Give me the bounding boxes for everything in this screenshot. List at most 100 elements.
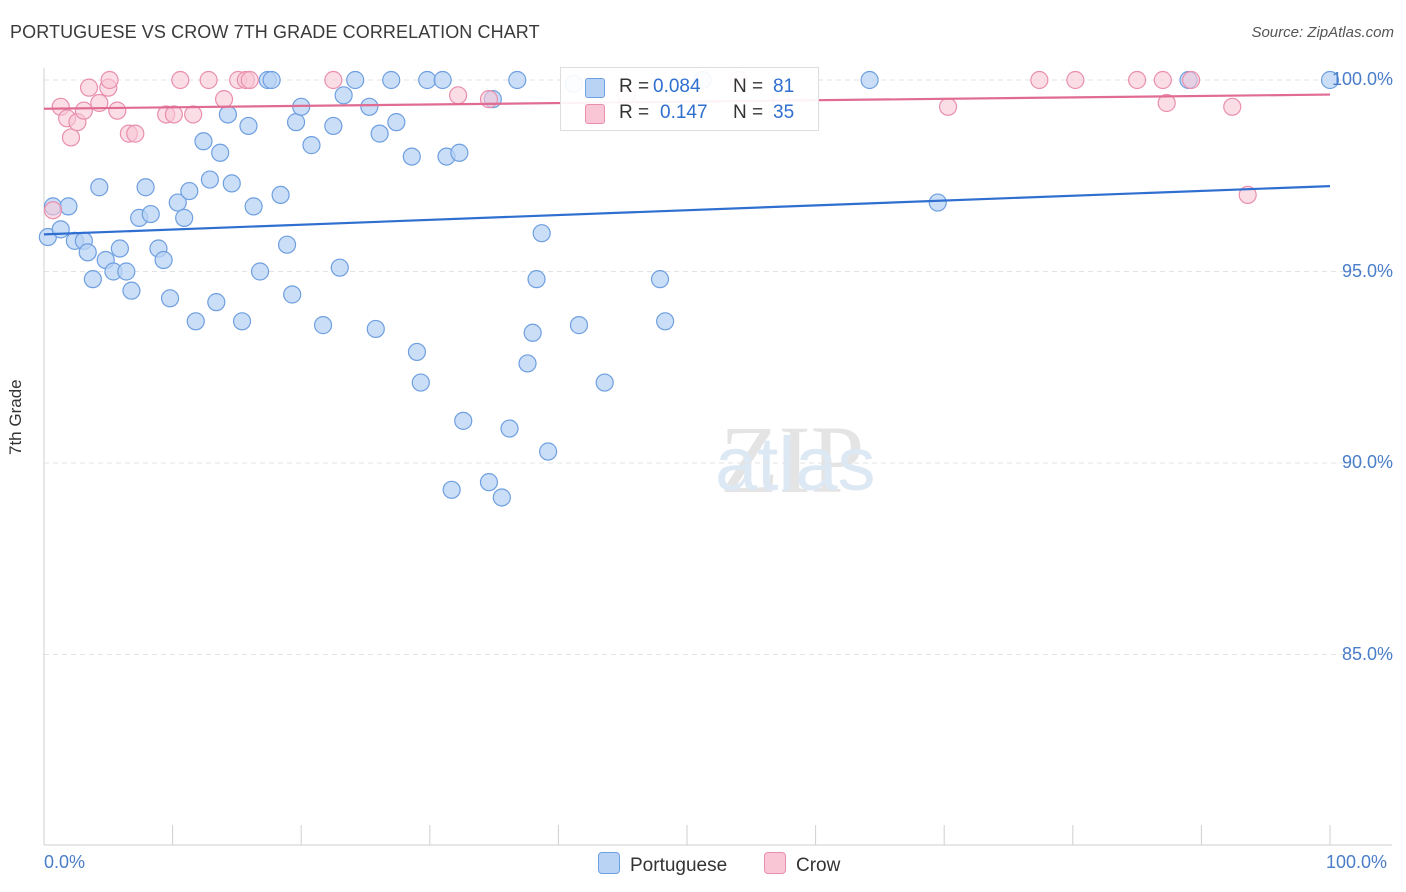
portuguese-point <box>454 411 473 430</box>
portuguese-point <box>450 143 469 162</box>
crow-point <box>1182 70 1201 90</box>
crow-point <box>1127 70 1147 90</box>
crow-point <box>74 101 93 120</box>
portuguese-point <box>286 113 306 132</box>
r-value: 0.147 <box>660 102 708 123</box>
portuguese-point <box>122 281 141 300</box>
portuguese-point <box>175 208 194 227</box>
portuguese-point <box>523 323 542 342</box>
portuguese-point <box>387 113 406 132</box>
portuguese-point <box>277 235 297 254</box>
watermark-atlas: atlas <box>715 422 876 507</box>
x-tick-label-min: 0.0% <box>44 852 86 872</box>
n-label: N = <box>733 102 764 123</box>
portuguese-point <box>283 285 302 304</box>
portuguese-point <box>492 488 511 507</box>
crow-point <box>240 70 259 90</box>
portuguese-point <box>532 224 551 243</box>
portuguese-point <box>656 312 675 331</box>
portuguese-point <box>370 124 389 143</box>
n-label: N = <box>733 76 764 97</box>
portuguese-point <box>433 70 452 90</box>
stats-legend: R = 0.084 N = 81 R = 0.147 N = 35 <box>560 67 819 131</box>
crow-point <box>79 78 99 97</box>
portuguese-point <box>271 185 290 204</box>
portuguese-point <box>211 143 230 162</box>
portuguese-point <box>222 174 241 193</box>
portuguese-point <box>186 312 205 331</box>
portuguese-point <box>382 70 401 90</box>
y-tick-label: 90.0% <box>1341 452 1393 472</box>
legend-item-crow[interactable]: Crow <box>764 852 840 877</box>
portuguese-point <box>180 181 199 201</box>
portuguese-point <box>313 316 333 335</box>
y-tick-label: 95.0% <box>1341 260 1393 281</box>
portuguese-point <box>59 197 78 216</box>
portuguese-point <box>407 342 427 362</box>
portuguese-point <box>168 193 187 212</box>
portuguese-point <box>650 270 670 289</box>
n-value: 81 <box>773 76 795 97</box>
crow-point <box>1066 70 1085 90</box>
n-value: 35 <box>773 102 795 123</box>
portuguese-point <box>154 250 173 270</box>
portuguese-point <box>51 220 70 239</box>
portuguese-point <box>928 193 947 212</box>
portuguese-point <box>479 473 499 492</box>
portuguese-point <box>1320 70 1340 90</box>
crow-point <box>1238 185 1257 204</box>
legend-item-portuguese[interactable]: Portuguese <box>598 852 727 877</box>
portuguese-point <box>262 70 281 90</box>
portuguese-point <box>250 262 270 281</box>
portuguese-point <box>402 147 421 166</box>
crow-point <box>448 86 468 105</box>
portuguese-point <box>418 70 437 90</box>
portuguese-point <box>141 204 160 224</box>
crow-legend-swatch <box>764 852 786 874</box>
portuguese-point <box>330 258 349 277</box>
portuguese-point <box>194 132 213 151</box>
portuguese-swatch <box>585 78 605 98</box>
crow-point <box>1153 70 1172 90</box>
portuguese-point <box>200 170 219 189</box>
crow-point <box>126 124 145 143</box>
crow-point <box>938 97 958 116</box>
portuguese-point <box>160 289 180 308</box>
portuguese-point <box>232 312 252 331</box>
y-axis-title: 7th Grade <box>6 379 25 455</box>
chart-title: PORTUGUESE VS CROW 7TH GRADE CORRELATION… <box>10 22 540 42</box>
crow-point <box>61 128 81 147</box>
portuguese-point <box>411 373 430 392</box>
source-label: Source: ZipAtlas.com <box>1251 24 1394 41</box>
portuguese-point <box>860 70 879 90</box>
crow-swatch <box>585 104 605 124</box>
portuguese-point <box>539 442 558 461</box>
portuguese-point <box>302 136 321 155</box>
portuguese-point <box>346 70 365 90</box>
crow-point <box>1157 93 1176 113</box>
portuguese-point <box>366 319 385 339</box>
portuguese-legend-swatch <box>598 852 620 874</box>
r-label: R = <box>619 102 650 123</box>
portuguese-point <box>324 116 343 136</box>
crow-point <box>184 105 203 124</box>
crow-point <box>108 101 127 120</box>
y-tick-label: 100.0% <box>1331 69 1393 89</box>
portuguese-point <box>117 262 136 281</box>
portuguese-point <box>239 116 258 136</box>
portuguese-point <box>508 70 527 90</box>
crow-point <box>43 201 63 220</box>
crow-point <box>1030 70 1049 90</box>
crow-point <box>324 70 343 90</box>
crow-point <box>479 90 499 109</box>
portuguese-point <box>442 480 461 499</box>
portuguese-point <box>78 243 97 262</box>
portuguese-point <box>83 270 102 289</box>
portuguese-point <box>218 105 237 124</box>
portuguese-point <box>207 293 226 312</box>
portuguese-point <box>110 239 129 258</box>
portuguese-point <box>360 97 379 116</box>
portuguese-point <box>90 178 109 197</box>
crow-point <box>1223 97 1242 116</box>
